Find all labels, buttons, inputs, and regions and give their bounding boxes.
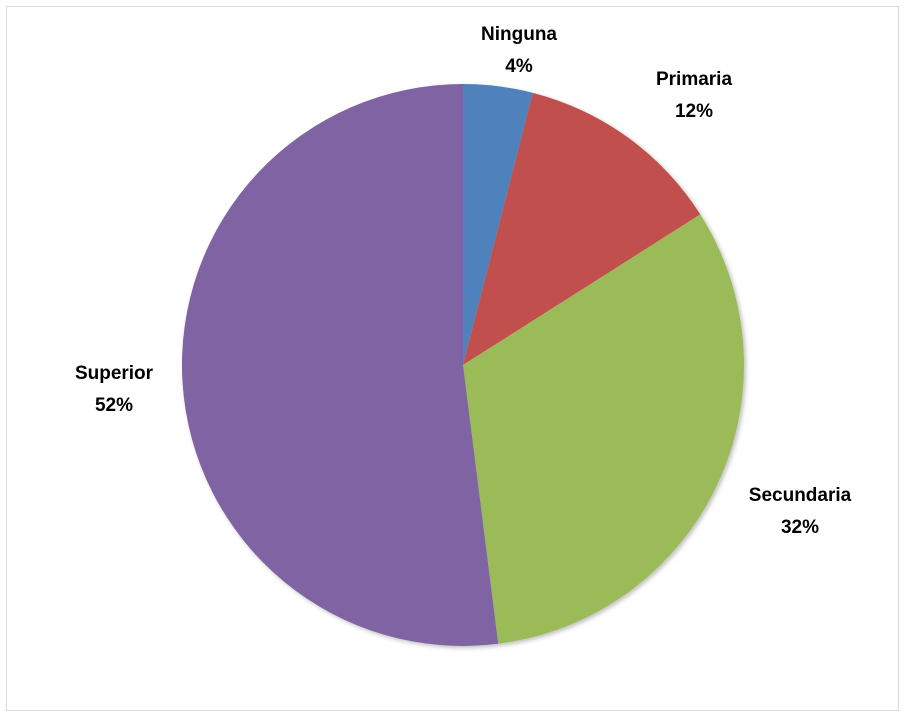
slice-category-label: Ninguna bbox=[481, 24, 557, 45]
slice-category-label: Secundaria bbox=[749, 485, 852, 506]
pie-slice-superior bbox=[181, 83, 499, 646]
pie-slice-secundaria bbox=[463, 214, 745, 644]
slice-category-label: Superior bbox=[75, 363, 154, 384]
slice-value-label: 32% bbox=[781, 517, 819, 538]
pie-slice-primaria bbox=[463, 92, 701, 365]
slice-value-label: 52% bbox=[95, 395, 133, 416]
slice-category-label: Primaria bbox=[656, 69, 732, 90]
slice-value-label: 12% bbox=[675, 101, 713, 122]
pie-slice-ninguna bbox=[463, 84, 533, 365]
slice-value-label: 4% bbox=[505, 56, 533, 77]
